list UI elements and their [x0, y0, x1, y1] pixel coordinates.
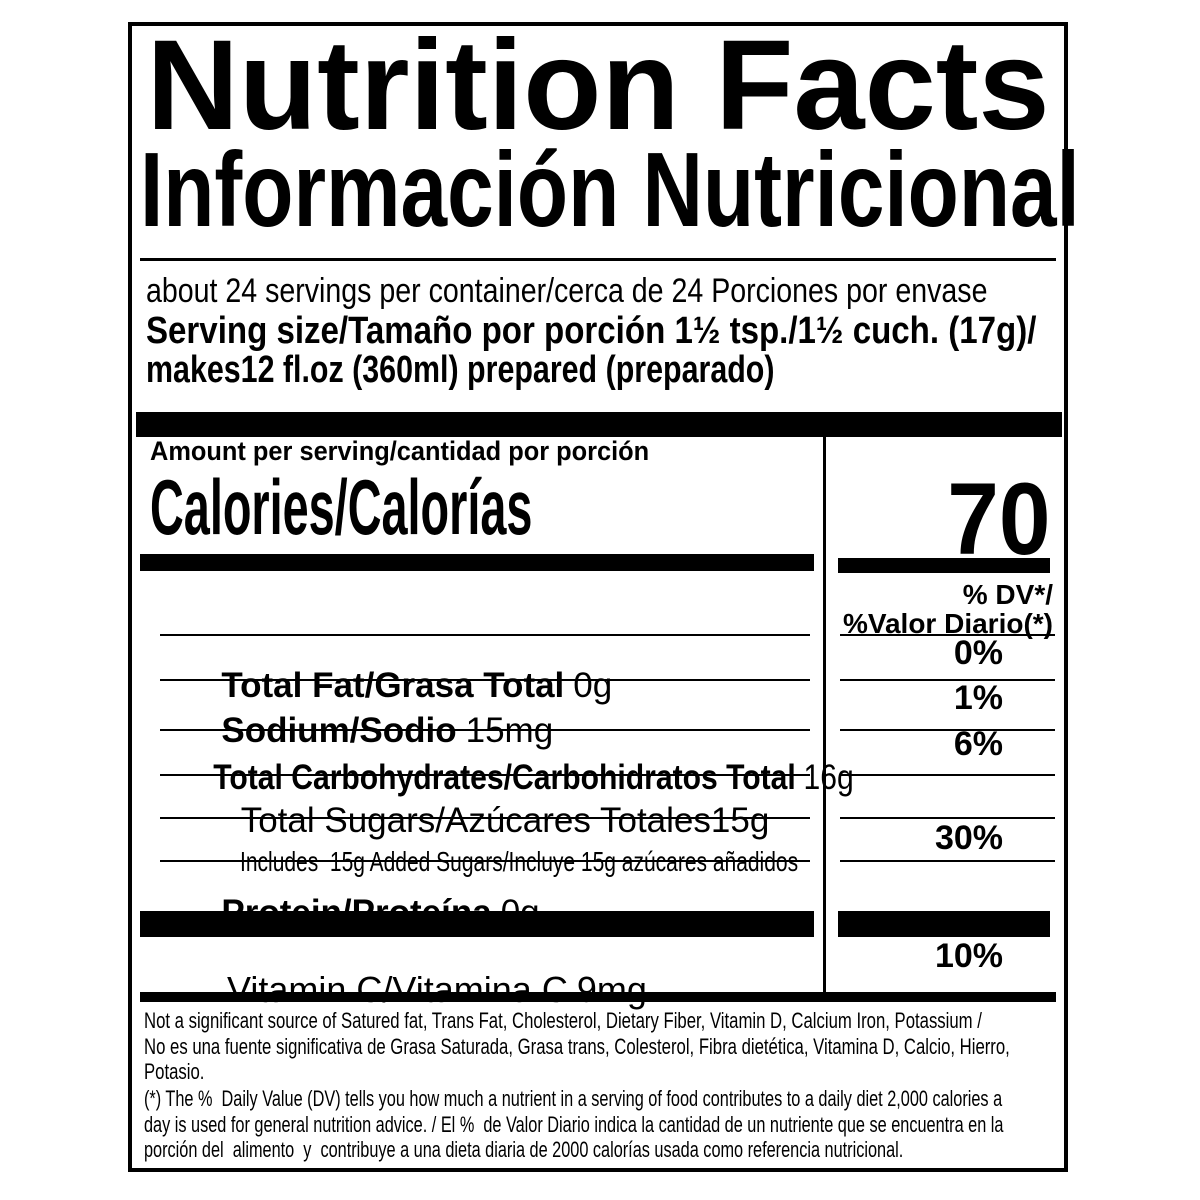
thick-bar-mid-right [838, 911, 1050, 937]
nutrient-name: Total Sugars/Azúcares Totales [240, 801, 711, 840]
nutrient-amount: 9mg [576, 969, 647, 1010]
nutrient-name: Vitamin C/Vitamina C [227, 969, 568, 1010]
calories-label: Calories/Calorías [150, 463, 533, 551]
nutrient-row-total-carbohydrates: Total Carbohydrates/Carbohidratos Total 1… [163, 725, 854, 830]
thick-bar-top [136, 412, 1062, 437]
row-separator [160, 817, 810, 819]
title-spanish: Información Nutricional [140, 131, 1080, 249]
daily-value-header: % DV*/ %Valor Diario(*) [842, 579, 1053, 639]
amount-per-serving-label: Amount per serving/cantidad por porción [150, 436, 650, 466]
footnote-not-significant-source: Not a significant source of Satured fat,… [144, 1008, 1010, 1084]
nutrient-row-sodium: Sodium/Sodio 15mg [163, 678, 553, 783]
footnote-daily-value-explanation: (*) The % Daily Value (DV) tells you how… [144, 1086, 1004, 1162]
nutrition-facts-label: Nutrition Facts Información Nutricional … [128, 14, 1080, 1172]
calories-value: 70 [946, 462, 1050, 576]
row-separator [160, 774, 810, 776]
nutrient-name: Total Carbohydrates/Carbohidratos Total [213, 758, 796, 797]
dv-total-fat: 0% [953, 634, 1003, 672]
row-separator [840, 817, 1055, 819]
dv-total-carbohydrates: 6% [953, 725, 1003, 763]
row-separator [840, 860, 1055, 862]
title-english: Nutrition Facts [146, 14, 1050, 157]
servings-per-container: about 24 servings per container/cerca de… [146, 272, 988, 310]
thick-bar-bottom [140, 992, 1056, 1002]
nutrient-row-added-sugars: Includes 15g Added Sugars/Incluye 15g az… [205, 820, 798, 904]
row-separator [840, 679, 1055, 681]
nutrient-name: Total Fat/Grasa Total [221, 666, 565, 705]
nutrient-row-total-fat: Total Fat/Grasa Total 0g [163, 633, 612, 738]
nutrient-amount: 15g [710, 801, 770, 840]
row-separator [840, 634, 1055, 636]
calories-underbar-right [838, 558, 1050, 573]
nutrient-name: Includes 15g Added Sugars/Incluye 15g az… [240, 846, 799, 877]
row-separator [840, 774, 1055, 776]
row-separator [160, 679, 810, 681]
column-divider [823, 437, 826, 1002]
nutrient-name: Sodium/Sodio [221, 711, 457, 750]
nutrient-amount: 0g [573, 666, 613, 705]
calories-underbar-left [140, 554, 814, 571]
nutrient-amount: 15mg [465, 711, 554, 750]
row-separator [160, 634, 810, 636]
nutrient-amount: 16g [803, 758, 854, 797]
dv-sodium: 1% [953, 679, 1003, 717]
row-separator [160, 860, 810, 862]
row-separator [160, 729, 810, 731]
nutrient-row-total-sugars: Total Sugars/Azúcares Totales15g [183, 768, 770, 873]
dv-added-sugars: 30% [934, 819, 1003, 857]
serving-size-line1: Serving size/Tamaño por porción 1½ tsp./… [146, 310, 1037, 352]
thick-bar-mid-left [140, 911, 814, 937]
title-divider [140, 258, 1056, 261]
row-separator [840, 729, 1055, 731]
dv-vitamin-c: 10% [934, 937, 1003, 975]
serving-size-line2: makes12 fl.oz (360ml) prepared (preparad… [146, 349, 775, 391]
